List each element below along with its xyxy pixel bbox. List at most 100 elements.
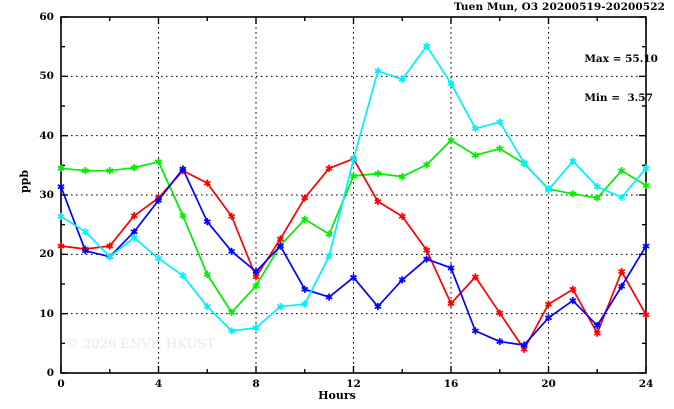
data-point-marker [179, 213, 187, 219]
data-point-marker [569, 286, 577, 292]
x-tick-label: 16 [443, 378, 459, 390]
data-point-marker [349, 173, 358, 179]
data-point-marker [447, 80, 455, 86]
data-point-marker [276, 236, 284, 242]
data-point-marker [374, 304, 382, 310]
data-point-marker [301, 286, 309, 292]
x-tick-label: 0 [57, 378, 65, 390]
data-point-marker [398, 76, 406, 82]
data-point-marker [252, 274, 260, 280]
data-point-marker [618, 269, 626, 275]
data-point-marker [203, 219, 211, 225]
data-point-marker [471, 126, 479, 132]
data-point-marker [154, 255, 163, 262]
data-point-marker [447, 301, 455, 307]
data-point-marker [301, 195, 309, 201]
data-point-marker [349, 156, 358, 162]
data-point-marker [642, 243, 650, 249]
data-point-marker [593, 195, 601, 201]
data-point-marker [569, 191, 577, 197]
data-point-marker [276, 304, 284, 310]
data-point-marker [57, 165, 65, 171]
data-point-marker [325, 294, 333, 300]
data-point-marker [130, 229, 138, 235]
chart-title: Tuen Mun, O3 20200519-20200522 [453, 1, 665, 13]
data-point-marker [423, 43, 431, 49]
data-point-marker [374, 198, 382, 205]
x-tick-label: 4 [154, 378, 163, 390]
data-point-marker [423, 247, 431, 253]
y-tick-label: 0 [46, 367, 54, 379]
data-point-marker [301, 301, 309, 307]
grid-layer [61, 17, 646, 373]
data-point-marker [398, 277, 406, 283]
y-tick-label: 50 [39, 70, 54, 83]
series-layer [57, 42, 650, 353]
data-point-marker [496, 119, 504, 125]
data-point-marker [179, 166, 187, 172]
x-tick-label: 8 [252, 378, 260, 390]
min-value-label: Min = 3.57 [584, 92, 653, 104]
data-point-marker [203, 271, 211, 278]
data-point-marker [520, 160, 528, 166]
data-point-marker [252, 283, 260, 289]
copyright-watermark: © 2026 ENVF, HKUST [66, 337, 215, 352]
stats-legend-box: Max = 55.10 Min = 3.57 [584, 27, 658, 131]
data-point-marker [447, 265, 455, 271]
data-point-marker [276, 243, 284, 249]
data-point-marker [593, 330, 601, 336]
data-point-marker [228, 248, 236, 254]
data-point-marker [496, 146, 504, 152]
data-point-marker [374, 171, 382, 177]
data-point-marker [618, 194, 626, 200]
series-line-day-1-green [60, 139, 647, 314]
series-day-3-blue [57, 165, 650, 349]
data-point-marker [57, 213, 65, 219]
data-point-marker [57, 243, 65, 249]
plot-frame [60, 16, 647, 374]
data-point-marker [81, 168, 89, 174]
data-point-marker [544, 187, 553, 193]
data-point-marker [179, 273, 187, 279]
data-point-marker [228, 309, 236, 316]
x-tick-label: 24 [638, 378, 654, 390]
data-point-marker [471, 274, 479, 280]
data-point-marker [593, 322, 601, 329]
data-point-marker [301, 216, 309, 222]
x-tick-label: 20 [541, 378, 556, 390]
data-point-marker [154, 159, 163, 165]
data-point-marker [130, 213, 138, 219]
data-point-marker [106, 254, 114, 260]
data-point-marker [471, 152, 479, 158]
data-point-marker [496, 310, 504, 316]
data-point-marker [447, 137, 455, 143]
data-point-marker [81, 248, 89, 254]
data-point-marker [374, 68, 382, 74]
data-point-marker [154, 197, 163, 203]
data-point-marker [398, 174, 406, 180]
y-tick-label: 60 [39, 11, 54, 23]
data-point-marker [544, 301, 553, 307]
data-point-marker [252, 325, 260, 331]
data-point-marker [423, 162, 431, 168]
data-point-marker [81, 229, 89, 235]
plot-border [60, 16, 647, 374]
data-point-marker [325, 253, 333, 259]
ticks-layer [60, 16, 647, 374]
series-day-4-cyan [57, 42, 650, 335]
data-point-marker [618, 283, 626, 289]
series-day-1-green [57, 136, 650, 317]
data-point-marker [423, 256, 431, 262]
data-point-marker [544, 315, 553, 321]
data-point-marker [593, 184, 601, 190]
data-point-marker [106, 168, 114, 174]
data-point-marker [252, 269, 260, 275]
y-tick-label: 10 [39, 307, 54, 320]
data-point-marker [642, 312, 650, 318]
data-point-marker [203, 180, 211, 186]
data-point-marker [642, 182, 650, 189]
max-value-label: Max = 55.10 [584, 53, 658, 65]
data-point-marker [569, 158, 577, 164]
